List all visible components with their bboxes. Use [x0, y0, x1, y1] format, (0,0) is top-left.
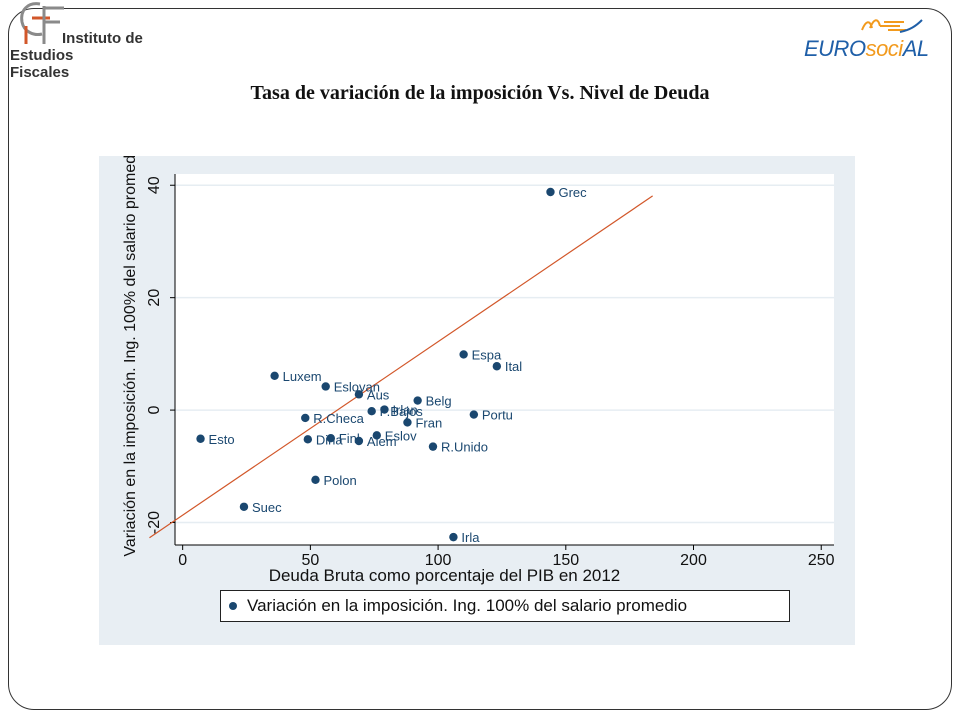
- point-polon: [311, 475, 320, 484]
- fit-line: [149, 195, 653, 539]
- point-label-r-checa: R.Checa: [313, 411, 364, 426]
- point-label-irla: Irla: [461, 530, 480, 545]
- point-label-eslov: Eslov: [385, 428, 417, 443]
- ief-logo-line2: Estudios Fiscales: [10, 47, 74, 81]
- point-label-luxem: Luxem: [283, 369, 322, 384]
- point-finl: [326, 433, 336, 443]
- point-label-esto: Esto: [209, 432, 235, 447]
- ief-logo-line1: Instituto de: [62, 30, 143, 47]
- point-label-p-bajos: P.Bajos: [380, 404, 424, 419]
- point-label-portu: Portu: [482, 408, 513, 423]
- point-label-ital: Ital: [505, 359, 522, 374]
- eurosocial-hands-icon: [861, 19, 923, 33]
- page-title: Tasa de variación de la imposición Vs. N…: [250, 82, 710, 104]
- ief-logo: Instituto de Estudios Fiscales: [10, 0, 180, 81]
- point-ital: [492, 362, 502, 371]
- point-luxem: [270, 371, 279, 381]
- point-irla: [449, 532, 458, 542]
- eurosocial-part2: soci: [865, 36, 904, 61]
- point-p-bajos: [367, 407, 376, 416]
- chart-legend: Variación en la imposición. Ing. 100% de…: [220, 590, 790, 622]
- x-tick-label-250: 250: [808, 552, 835, 569]
- eurosocial-part3: AL: [902, 36, 929, 61]
- point-espa: [459, 350, 468, 359]
- point-grec: [546, 187, 555, 197]
- point-label-belg: Belg: [426, 394, 452, 409]
- point-eslovan: [321, 382, 330, 391]
- scatter-plot: 0 50 100 150 200 250 -20 0 20 40 Deuda Bruta como …: [122, 156, 835, 585]
- point-esto: [196, 434, 205, 443]
- eurosocial-part1: EURO: [804, 36, 866, 61]
- point-label-grec: Grec: [558, 185, 587, 200]
- chart-panel: 0 50 100 150 200 250 -20 0 20 40 Deuda Bruta como …: [99, 156, 855, 645]
- plot-area: [175, 174, 834, 545]
- point-aus: [354, 390, 364, 399]
- y-tick-label-40: 40: [146, 176, 163, 194]
- point-label-fran: Fran: [415, 415, 442, 430]
- x-tick-label-0: 0: [178, 552, 187, 569]
- point-belg: [413, 396, 422, 405]
- point-label-r-unido: R.Unido: [441, 440, 488, 455]
- x-tick-label-200: 200: [680, 552, 707, 569]
- slide-frame: [8, 8, 952, 710]
- point-fran: [403, 418, 412, 427]
- point-eslov: [372, 431, 381, 440]
- point-label-finl: Finl: [339, 431, 360, 446]
- ief-logo-mark: [20, 2, 64, 44]
- point-label-eslovan: Eslovan: [334, 379, 380, 394]
- point-label-aus: Aus: [367, 387, 390, 402]
- point-label-irlan: Irlan: [392, 403, 417, 418]
- legend-label: Variación en la imposición. Ing. 100% de…: [247, 596, 688, 615]
- y-tick-label-20: 20: [146, 289, 163, 307]
- point-portu: [469, 410, 479, 419]
- y-axis-title: Variación en la imposición. Ing. 100% de…: [122, 156, 139, 557]
- point-r-unido: [428, 442, 438, 451]
- point-dina: [303, 435, 313, 444]
- y-tick-label--20: -20: [146, 511, 163, 534]
- point-label-espa: Espa: [472, 347, 502, 362]
- legend-marker: [229, 602, 237, 610]
- y-tick-label-0: 0: [146, 406, 163, 415]
- x-tick-label-150: 150: [552, 552, 579, 569]
- point-r-checa: [301, 413, 310, 423]
- point-suec: [239, 502, 249, 511]
- x-axis-title: Deuda Bruta como porcentaje del PIB en 2…: [269, 566, 621, 585]
- point-alem: [354, 436, 364, 446]
- point-irlan: [380, 405, 389, 414]
- x-tick-label-50: 50: [301, 552, 319, 569]
- point-label-polon: Polon: [323, 473, 356, 488]
- point-label-suec: Suec: [252, 500, 282, 515]
- x-tick-label-100: 100: [425, 552, 452, 569]
- eurosocial-logo: EUROsociAL: [800, 14, 940, 66]
